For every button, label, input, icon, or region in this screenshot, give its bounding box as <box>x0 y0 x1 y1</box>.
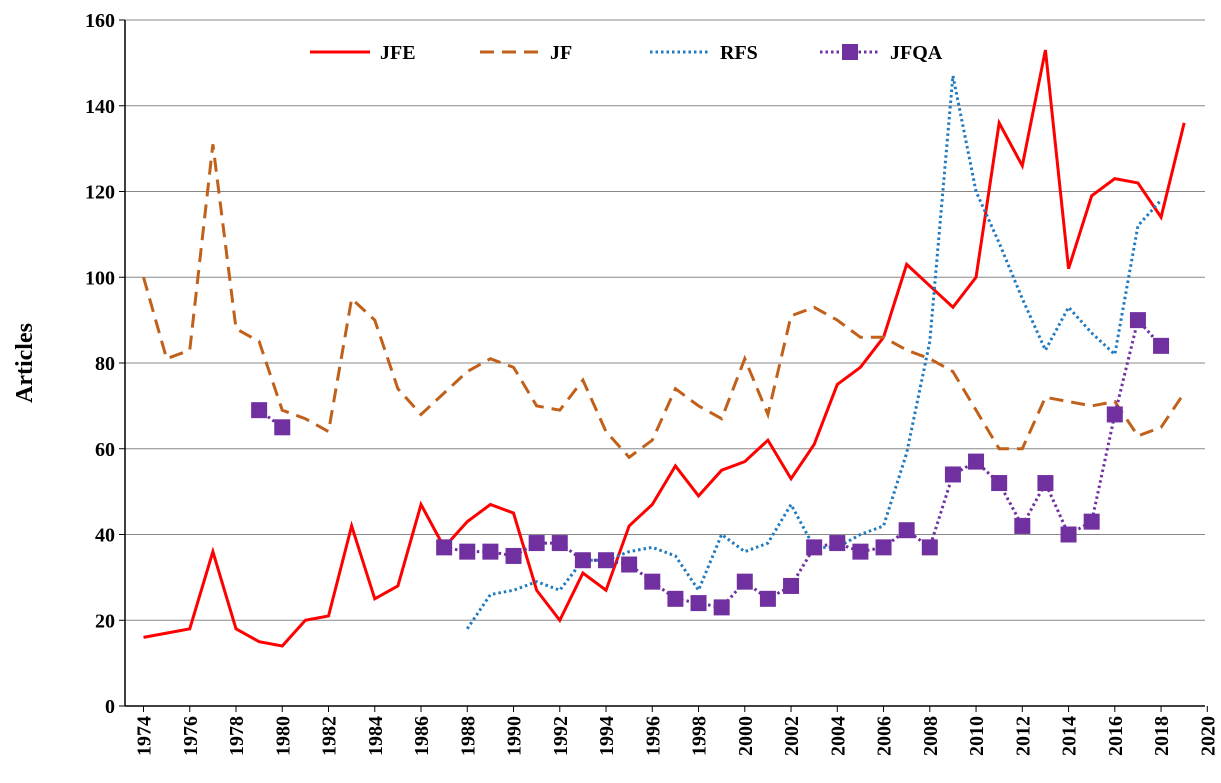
x-tick-label: 1994 <box>596 716 618 756</box>
x-tick-label: 2006 <box>874 716 896 756</box>
x-tick-label: 2004 <box>827 716 849 756</box>
x-tick-label: 1988 <box>457 716 479 756</box>
y-tick-label: 80 <box>95 353 115 375</box>
series-marker <box>644 573 661 590</box>
legend-marker <box>842 44 858 60</box>
x-tick-label: 1990 <box>504 716 526 756</box>
series-marker <box>968 453 985 470</box>
x-tick-label: 1976 <box>180 716 202 756</box>
x-tick-label: 2014 <box>1059 716 1081 756</box>
x-tick-label: 2018 <box>1151 716 1173 756</box>
series-marker <box>852 543 869 560</box>
series-marker <box>459 543 476 560</box>
legend-label: JFQA <box>890 42 943 64</box>
series-marker <box>1037 475 1054 492</box>
series-marker <box>806 539 823 556</box>
x-tick-label: 1998 <box>689 716 711 756</box>
y-tick-label: 0 <box>105 696 115 718</box>
y-tick-label: 160 <box>85 10 115 32</box>
series-marker <box>436 539 453 556</box>
series-marker <box>736 573 753 590</box>
x-tick-label: 2016 <box>1105 716 1127 756</box>
y-tick-label: 60 <box>95 439 115 461</box>
series-marker <box>1014 517 1031 534</box>
x-tick-label: 2000 <box>735 716 757 756</box>
series-marker <box>598 552 615 569</box>
series-marker <box>1153 337 1170 354</box>
series-marker <box>759 590 776 607</box>
y-tick-label: 40 <box>95 525 115 547</box>
series-marker <box>898 522 915 539</box>
x-tick-label: 1996 <box>642 716 664 756</box>
series-marker <box>251 402 268 419</box>
series-marker <box>991 475 1008 492</box>
series-line <box>143 49 1186 648</box>
x-tick-label: 2002 <box>781 716 803 756</box>
series-marker <box>944 466 961 483</box>
series-marker <box>528 535 545 552</box>
series-marker <box>875 539 892 556</box>
legend-label: JFE <box>380 42 416 64</box>
x-tick-label: 2012 <box>1012 716 1034 756</box>
legend-label: RFS <box>720 42 758 64</box>
x-tick-label: 1992 <box>550 716 572 756</box>
series-marker <box>921 539 938 556</box>
x-tick-label: 2010 <box>966 716 988 756</box>
y-tick-label: 20 <box>95 610 115 632</box>
series-marker <box>783 577 800 594</box>
x-tick-label: 1986 <box>411 716 433 756</box>
y-axis-label: Articles <box>12 323 38 403</box>
y-tick-label: 100 <box>85 267 115 289</box>
y-tick-label: 140 <box>85 96 115 118</box>
series-marker <box>829 535 846 552</box>
series-marker <box>1129 312 1146 329</box>
series-marker <box>505 547 522 564</box>
series-marker <box>1106 406 1123 423</box>
series-line <box>142 144 1186 460</box>
series-marker <box>1083 513 1100 530</box>
series-marker <box>690 595 707 612</box>
series-marker <box>574 552 591 569</box>
x-tick-label: 1974 <box>134 716 156 756</box>
series-marker <box>621 556 638 573</box>
x-tick-label: 1978 <box>226 716 248 756</box>
series-marker <box>551 535 568 552</box>
y-tick-label: 120 <box>85 182 115 204</box>
series-marker <box>274 419 291 436</box>
x-tick-label: 2020 <box>1197 716 1219 756</box>
x-tick-label: 2008 <box>920 716 942 756</box>
series-marker <box>1060 526 1077 543</box>
series-marker <box>667 590 684 607</box>
legend-label: JF <box>550 42 572 64</box>
x-tick-label: 1982 <box>319 716 341 756</box>
x-tick-label: 1984 <box>365 716 387 756</box>
series-marker <box>482 543 499 560</box>
series-marker <box>713 599 730 616</box>
x-tick-label: 1980 <box>272 716 294 756</box>
